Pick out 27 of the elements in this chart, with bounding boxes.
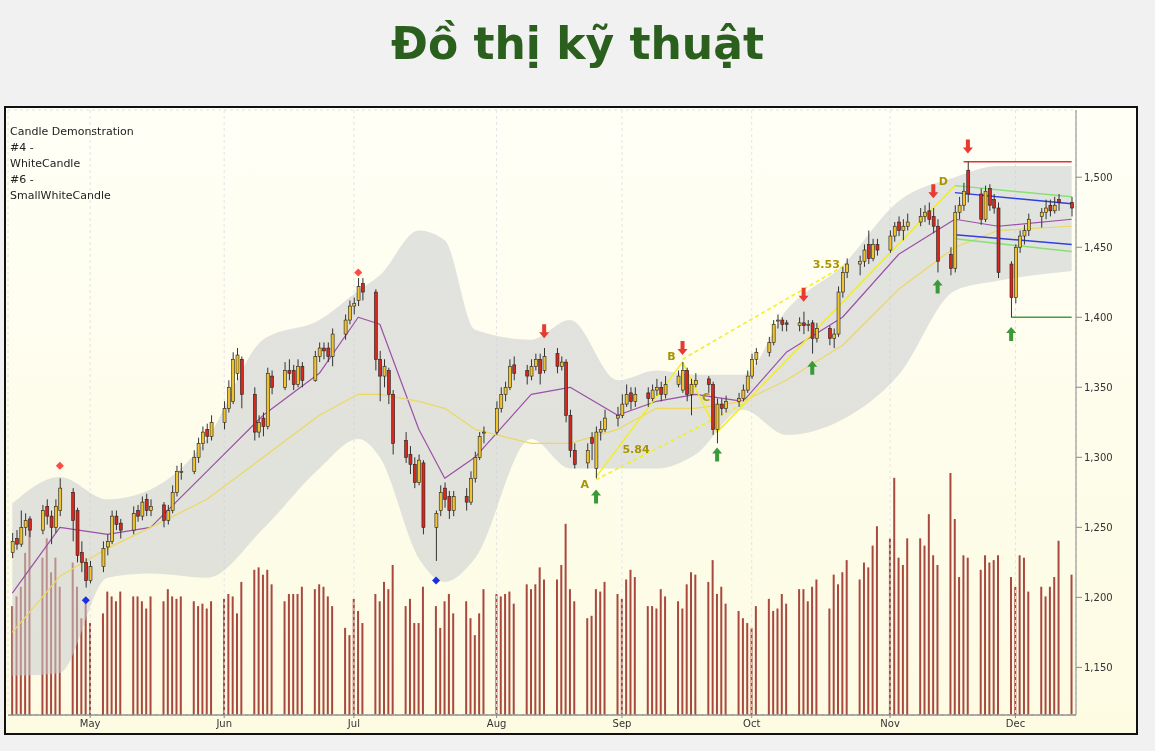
annotation: SmallWhiteCandle [10, 188, 112, 204]
x-tick-label: Jun [215, 718, 233, 730]
annotation: 3.53 [812, 257, 840, 271]
x-tick-label: Oct [743, 718, 761, 730]
annotation: B [667, 350, 676, 364]
x-tick-label: Aug [486, 718, 507, 730]
chart-title: Đồ thị kỹ thuật [390, 18, 765, 69]
y-tick-label: 1,450 [1084, 241, 1113, 253]
annotation: D [938, 175, 948, 189]
y-tick-label: 1,200 [1084, 591, 1113, 603]
annotation: #4 - [10, 140, 35, 156]
x-tick-label: Jul [346, 718, 360, 730]
y-tick-label: 1,500 [1084, 171, 1113, 183]
annotation: WhiteCandle [10, 156, 82, 172]
annotation: Candle Demonstration [10, 124, 134, 140]
y-tick-label: 1,300 [1084, 451, 1113, 463]
x-tick-label: May [79, 718, 101, 730]
y-tick-label: 1,250 [1084, 521, 1113, 533]
annotation: #6 - [10, 172, 35, 188]
y-tick-label: 1,350 [1084, 381, 1113, 393]
x-tick-label: Sep [612, 718, 632, 730]
y-tick-label: 1,150 [1084, 661, 1113, 673]
x-tick-label: Nov [880, 718, 900, 730]
annotation: 5.84 [622, 442, 650, 456]
x-tick-label: Dec [1005, 718, 1026, 730]
annotation: A [580, 477, 590, 491]
y-tick-label: 1,400 [1084, 311, 1113, 323]
